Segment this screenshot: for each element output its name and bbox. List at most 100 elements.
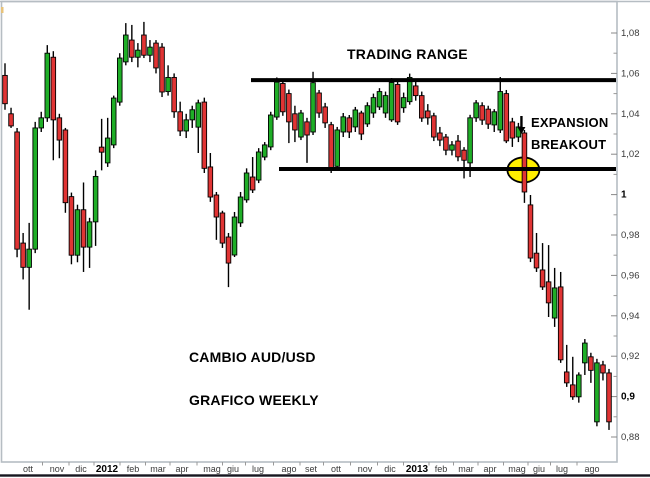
candle-down [570, 384, 576, 398]
x-tick-label: dic [75, 464, 87, 474]
candle-down [521, 132, 528, 193]
candle-down [225, 236, 232, 264]
candle-up [376, 91, 383, 108]
x-tick-label: apr [175, 464, 188, 474]
candle-up [86, 221, 93, 248]
candle-up [382, 95, 389, 114]
x-tick-label: mag [508, 464, 526, 474]
down-arrow-icon [517, 127, 526, 134]
candle-down [213, 194, 220, 218]
x-tick-label: giu [227, 464, 239, 474]
candle-up [582, 342, 588, 364]
candle-up [400, 97, 407, 109]
y-tick-label: 0,9 [621, 392, 635, 403]
x-tick-label: ott [23, 464, 34, 474]
candle-up [364, 105, 371, 125]
candle-down [539, 269, 546, 288]
candle-up [268, 114, 274, 148]
candle-up [388, 82, 395, 121]
candle-down [425, 110, 431, 119]
candle-down [455, 140, 461, 158]
candle-down [141, 34, 147, 56]
candle-up [32, 127, 38, 250]
candle-up [467, 117, 473, 164]
candle-up [92, 175, 99, 223]
candle-up [189, 109, 195, 121]
candle-down [527, 204, 534, 259]
candle-down [304, 121, 310, 136]
x-tick-label: nov [358, 464, 373, 474]
candle-up [26, 248, 32, 268]
candle-down [20, 242, 26, 268]
candle-down [479, 105, 485, 121]
x-tick-label: ago [584, 464, 599, 474]
x-tick-label: 2013 [406, 464, 429, 475]
candle-down [171, 76, 177, 113]
candle-up [491, 111, 497, 126]
bottom-rule [0, 474, 650, 477]
candle-up [38, 117, 44, 129]
candle-down [50, 56, 57, 121]
candle-down [346, 117, 353, 133]
x-tick-label: ott [331, 464, 342, 474]
breakout-label: BREAKOUT [531, 137, 607, 152]
candle-up [117, 57, 123, 103]
candle-up [449, 144, 455, 151]
candle-down [358, 112, 365, 135]
x-tick-label: set [305, 464, 318, 474]
candle-down [557, 286, 564, 361]
candle-up [231, 216, 238, 256]
candle-up [261, 144, 268, 158]
candle-up [274, 81, 280, 118]
x-tick-label: mar [458, 464, 474, 474]
candle-down [8, 113, 14, 127]
candle-down [201, 101, 208, 169]
candle-up [135, 49, 141, 58]
y-tick-label: 1,08 [621, 28, 640, 39]
x-tick-label: nov [50, 464, 65, 474]
candle-down [503, 93, 510, 142]
y-tick-label: 0,92 [621, 351, 640, 362]
y-tick-label: 0,94 [621, 311, 640, 322]
candle-up [551, 287, 558, 319]
candle-up [334, 129, 340, 167]
candle-down [431, 115, 437, 138]
candle-down [443, 136, 449, 151]
candle-up [255, 151, 262, 181]
candle-up [243, 172, 250, 201]
candle-up [352, 109, 359, 128]
x-tick-label: apr [483, 464, 496, 474]
x-tick-label: feb [435, 464, 448, 474]
candle-down [129, 39, 135, 58]
candle-up [123, 34, 129, 63]
candle-up [104, 137, 111, 164]
candle-up [473, 102, 479, 119]
expansion-label: EXPANSION [531, 115, 609, 130]
candle-up [594, 362, 600, 423]
candle-down [412, 85, 419, 97]
candle-down [316, 92, 322, 114]
x-tick-label: mag [203, 464, 221, 474]
edge-artifact [1, 7, 4, 13]
y-tick-label: 0,96 [621, 270, 640, 281]
candle-up [110, 97, 117, 146]
candle-down [509, 121, 516, 139]
trading-range-label: TRADING RANGE [347, 46, 468, 62]
candle-up [165, 76, 171, 93]
candle-up [237, 196, 244, 224]
candle-down [153, 42, 159, 69]
candle-down [98, 146, 105, 153]
candle-down [2, 74, 8, 105]
candle-up [340, 116, 346, 133]
candle-down [437, 132, 443, 141]
x-tick-label: lug [556, 464, 568, 474]
x-tick-label: ago [281, 464, 296, 474]
candle-down [461, 149, 467, 161]
candle-up [298, 112, 304, 138]
candle-down [177, 111, 183, 132]
candle-down [14, 131, 20, 250]
candle-up [195, 102, 202, 128]
timeframe-label: GRAFICO WEEKLY [189, 392, 319, 408]
candle-up [147, 46, 153, 56]
